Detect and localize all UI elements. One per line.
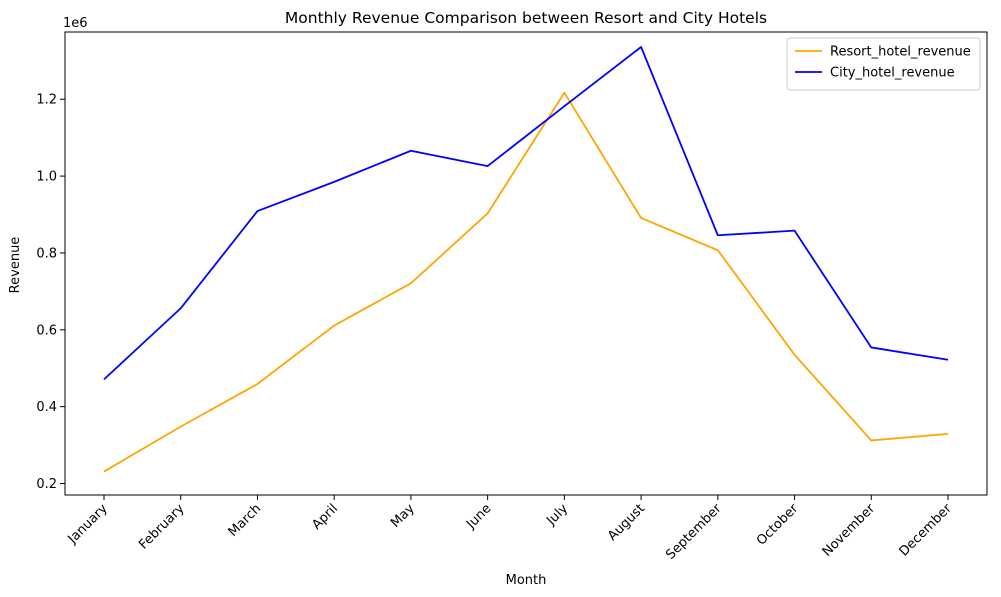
chart-title: Monthly Revenue Comparison between Resor… [285, 9, 767, 27]
series-lines [103, 46, 949, 473]
y-axis-ticks: 0.2 0.4 0.6 0.8 1.0 1.2 [36, 93, 65, 492]
y-tick-label: 1.0 [36, 170, 57, 185]
y-tick-label: 1.2 [36, 93, 57, 108]
y-tick-label: 0.6 [36, 323, 57, 338]
y-tick-label: 0.4 [36, 400, 57, 415]
y-tick-label: 0.2 [36, 477, 57, 492]
y-tick-label: 0.8 [36, 246, 57, 261]
legend-label: City_hotel_revenue [830, 66, 955, 81]
y-axis-label: Revenue [8, 237, 23, 294]
series-line-0 [103, 91, 949, 473]
legend: Resort_hotel_revenue City_hotel_revenue [786, 37, 981, 91]
x-axis-label: Month [506, 573, 547, 588]
legend-label: Resort_hotel_revenue [830, 45, 971, 60]
y-offset-text: 1e6 [63, 16, 88, 31]
plot-frame [64, 31, 988, 496]
legend-box [786, 37, 981, 91]
series-line-1 [103, 46, 949, 381]
